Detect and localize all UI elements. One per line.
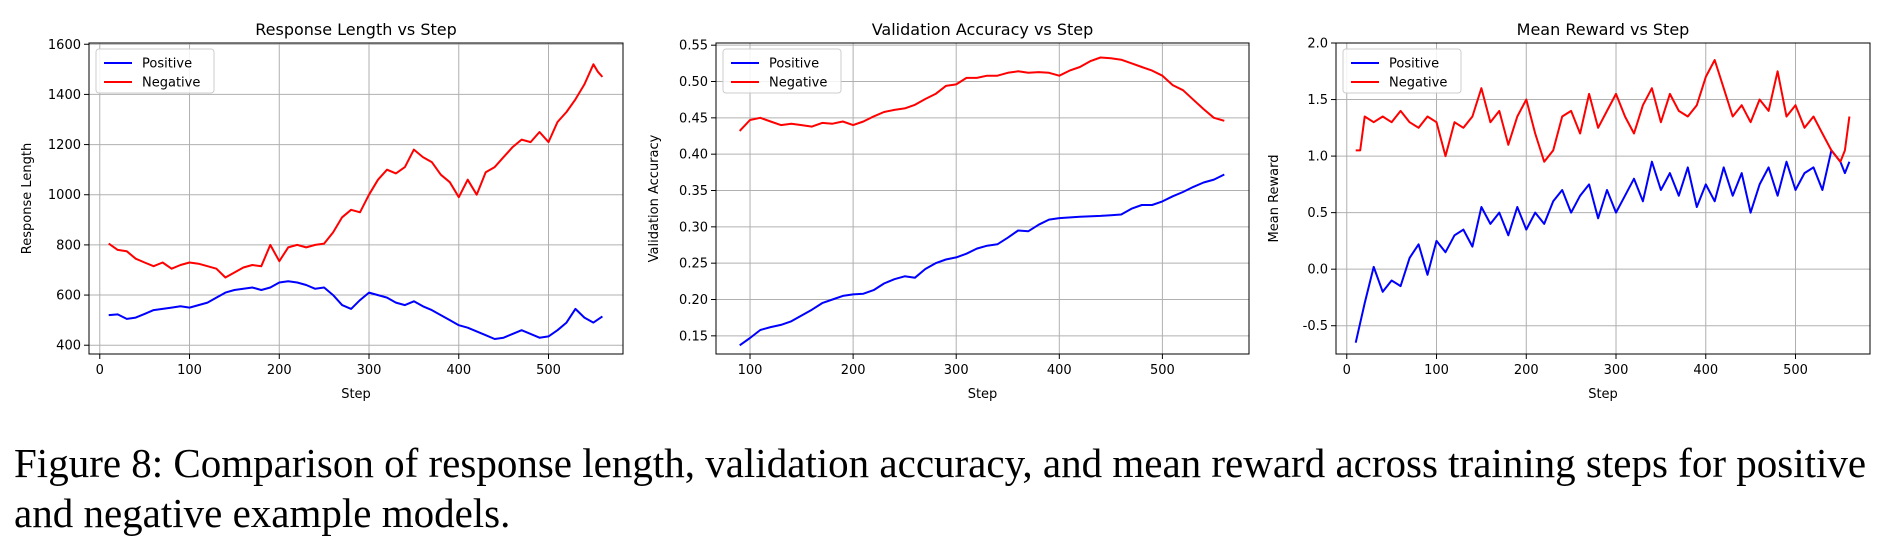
y-tick-label: 400: [56, 339, 81, 354]
x-tick-label: 300: [357, 363, 382, 378]
x-tick-label: 500: [1150, 363, 1175, 378]
series-line-positive: [739, 173, 1225, 347]
y-tick-label: 2.0: [1307, 37, 1328, 52]
legend-label-positive: Positive: [1389, 57, 1439, 72]
x-tick-label: 100: [1424, 363, 1449, 378]
y-tick-label: 600: [56, 289, 81, 304]
series-line-negative: [1355, 59, 1851, 163]
y-tick-label: 1000: [48, 188, 81, 203]
y-tick-label: 0.20: [679, 293, 708, 308]
y-axis-label: Response Length: [20, 143, 35, 254]
x-tick-label: 500: [1783, 363, 1808, 378]
x-tick-label: 0: [96, 363, 104, 378]
series-line-positive: [108, 280, 603, 340]
y-tick-label: 1.5: [1307, 93, 1328, 108]
figure-charts: 0 100 200 300 400 500400600800100012001400160…: [20, 20, 1871, 402]
x-tick-label: 500: [536, 363, 561, 378]
y-axis-label: Mean Reward: [1267, 155, 1282, 243]
x-axis-label: Step: [341, 387, 371, 402]
y-tick-label: 0.30: [679, 220, 708, 235]
plot-frame: [715, 42, 1250, 355]
y-tick-label: 0.50: [679, 75, 708, 90]
figure-caption: Figure 8: Comparison of response length,…: [14, 440, 1867, 536]
y-tick-label: 0.35: [679, 184, 708, 199]
chart-panel-3: 0 100 200 300 400 500 -0.5 0.0 0.5 1.0 1.5 2.0 Mean …: [1267, 20, 1871, 402]
x-tick-label: 100: [177, 363, 202, 378]
chart-title: Response Length vs Step: [255, 20, 457, 39]
x-tick-label: 400: [1047, 363, 1072, 378]
chart-panel-1: 0 100 200 300 400 500 400 600 800 1000 1200 1400 160…: [20, 20, 624, 402]
chart-title: Mean Reward vs Step: [1517, 20, 1690, 39]
y-tick-label: -0.5: [1303, 319, 1328, 334]
x-tick-label: 400: [1693, 363, 1718, 378]
x-axis-label: Step: [968, 387, 998, 402]
x-axis-label: Step: [1588, 387, 1618, 402]
legend-label-positive: Positive: [142, 57, 192, 72]
legend-label-negative: Negative: [769, 76, 827, 91]
series-line-negative: [738, 56, 1225, 132]
series-line-positive: [1354, 149, 1851, 343]
legend-label-negative: Negative: [142, 76, 200, 91]
y-tick-label: 0.15: [679, 329, 708, 344]
y-tick-label: 0.0: [1307, 263, 1328, 278]
y-tick-label: 1600: [48, 38, 81, 53]
y-axis-label: Validation Accuracy: [647, 134, 662, 262]
y-tick-label: 0.40: [679, 148, 708, 163]
x-tick-label: 300: [944, 363, 969, 378]
y-tick-label: 1400: [48, 88, 81, 103]
y-tick-label: 1200: [48, 138, 81, 153]
series-line-negative: [108, 63, 604, 279]
y-tick-label: 1.0: [1307, 150, 1328, 165]
y-tick-label: 0.25: [679, 257, 708, 272]
chart-legend: Positive Negative: [95, 48, 215, 94]
chart-legend: Positive Negative: [1342, 48, 1462, 94]
plot-frame: [1335, 42, 1871, 355]
y-tick-label: 0.55: [679, 39, 708, 54]
chart-panel-2: 100 200 300 400 500 0.15 0.20 0.25 0.30 0.35 0.40 0…: [647, 20, 1250, 402]
x-tick-label: 100: [738, 363, 763, 378]
y-tick-label: 800: [56, 238, 81, 253]
x-tick-label: 0: [1343, 363, 1351, 378]
legend-label-negative: Negative: [1389, 76, 1447, 91]
x-tick-label: 200: [1514, 363, 1539, 378]
legend-label-positive: Positive: [769, 57, 819, 72]
x-tick-label: 200: [267, 363, 292, 378]
y-tick-label: 0.45: [679, 111, 708, 126]
x-tick-label: 300: [1604, 363, 1629, 378]
chart-legend: Positive Negative: [722, 48, 842, 94]
x-tick-label: 400: [446, 363, 471, 378]
chart-title: Validation Accuracy vs Step: [872, 20, 1094, 39]
y-tick-label: 0.5: [1307, 206, 1328, 221]
x-tick-label: 200: [841, 363, 866, 378]
plot-frame: [88, 42, 624, 355]
